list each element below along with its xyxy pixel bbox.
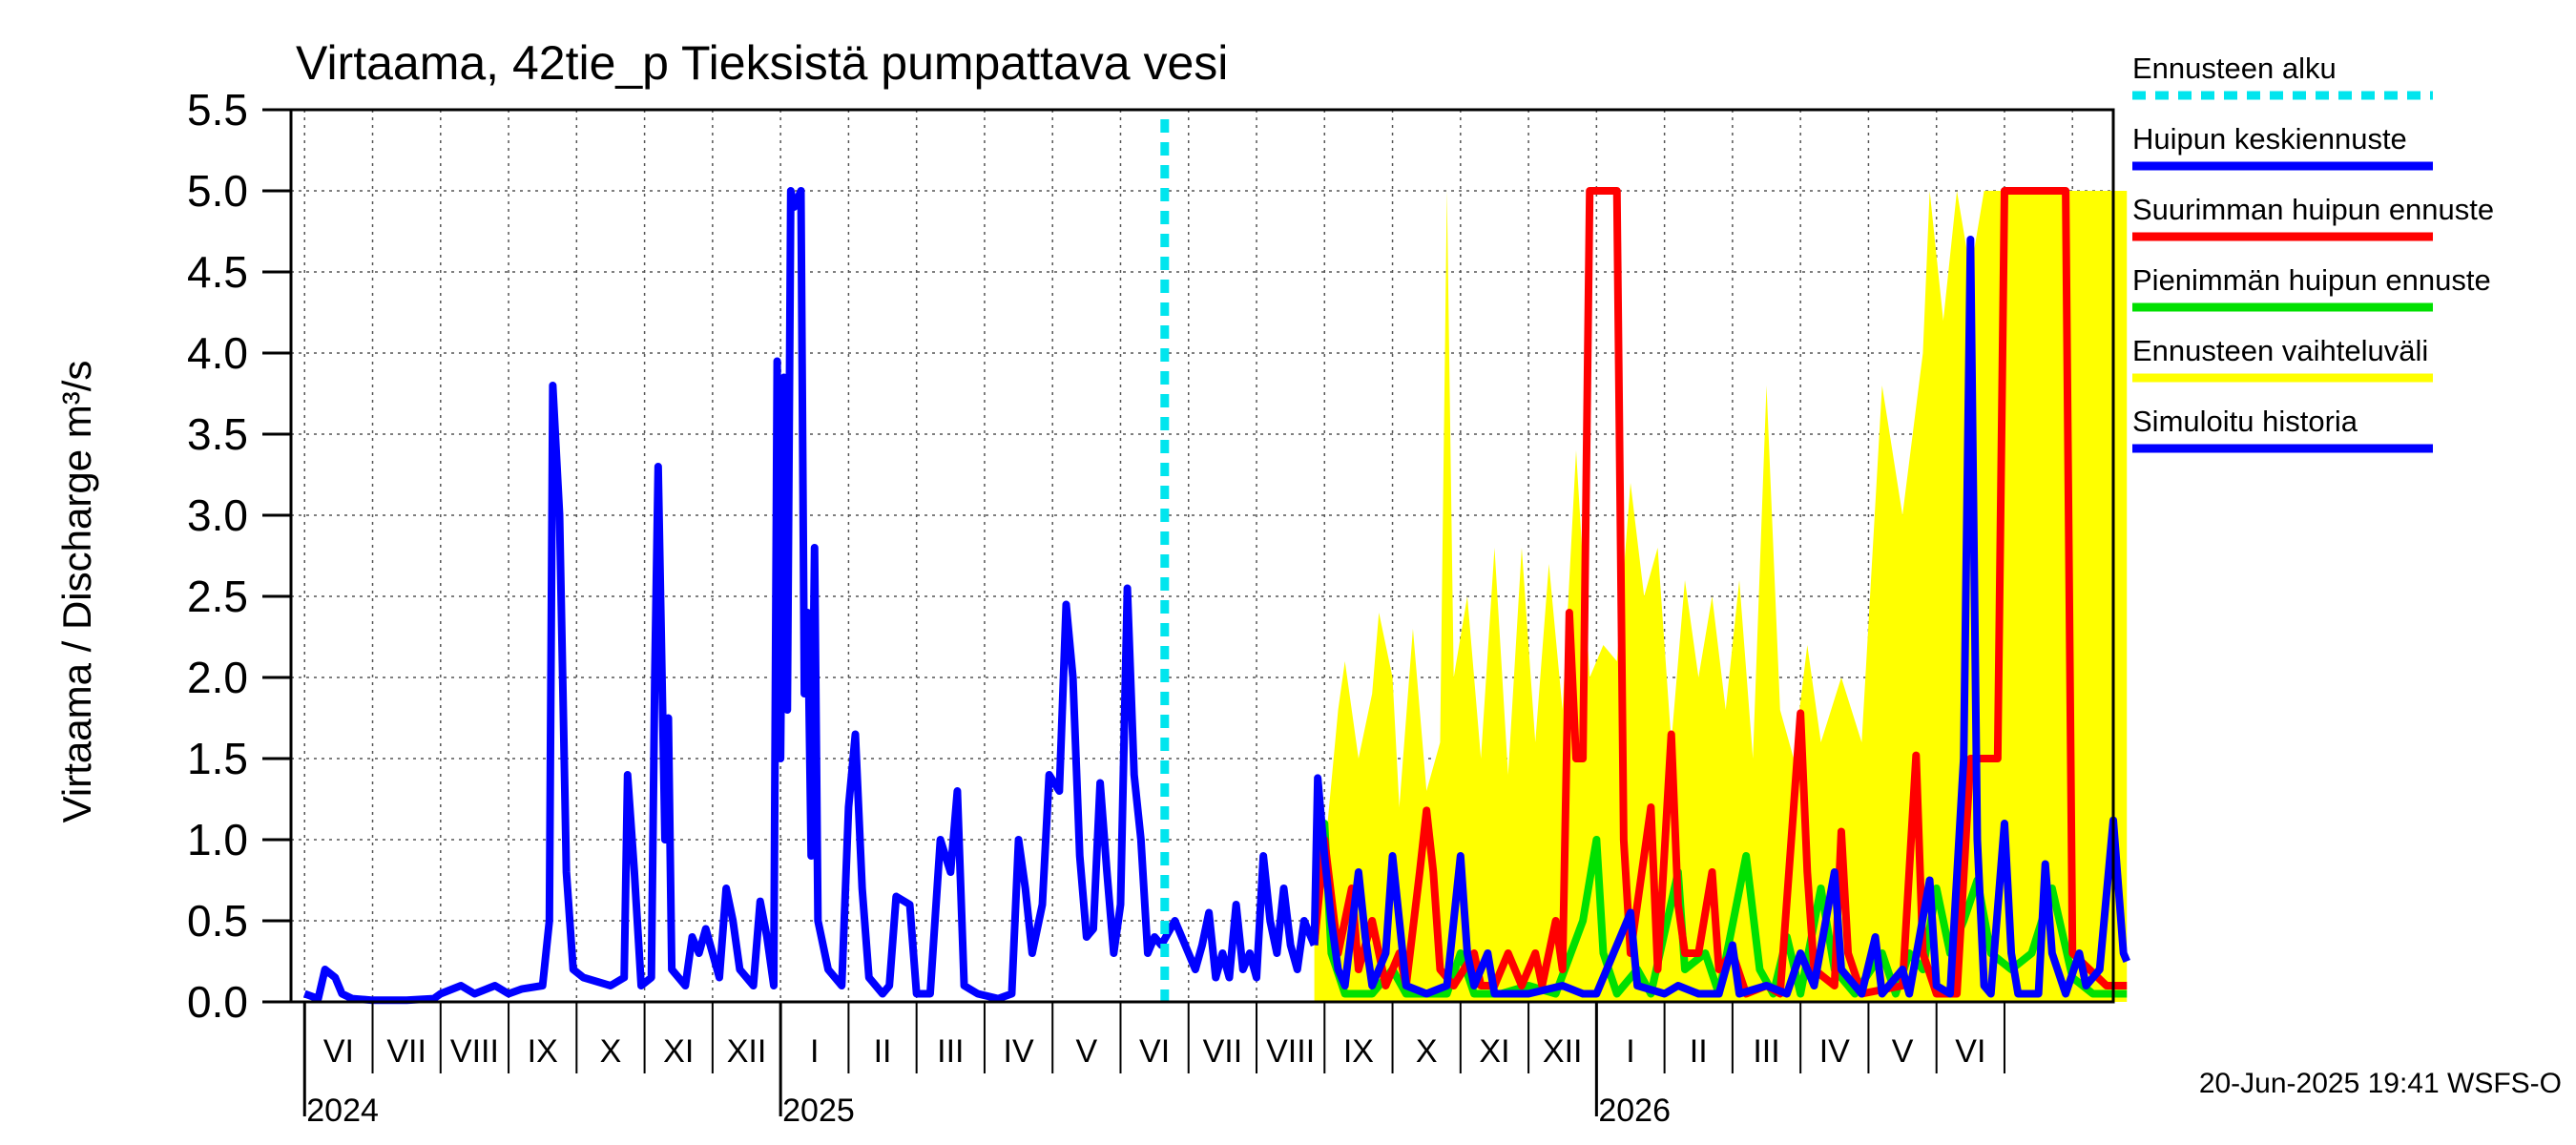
x-tick-label: VI bbox=[323, 1033, 354, 1070]
x-tick-label: I bbox=[810, 1033, 819, 1070]
x-tick-label: XI bbox=[1479, 1033, 1509, 1070]
series-mean-forecast-line bbox=[1310, 236, 2130, 998]
x-tick-label: IV bbox=[1004, 1033, 1034, 1070]
legend-label: Simuloitu historia bbox=[2132, 405, 2358, 438]
forecast-band bbox=[1314, 191, 2128, 1002]
x-tick-label: XII bbox=[727, 1033, 767, 1070]
plot-area: 0.00.51.01.52.02.53.03.54.04.55.05.5VI VI… bbox=[187, 85, 2130, 1129]
y-tick-label: 4.0 bbox=[187, 328, 248, 378]
footer-timestamp: 20-Jun-2025 19:41 WSFS-O bbox=[2199, 1068, 2562, 1099]
y-tick-label: 2.0 bbox=[187, 653, 248, 702]
y-tick-label: 5.0 bbox=[187, 166, 248, 216]
x-tick-label: I bbox=[1626, 1033, 1634, 1070]
y-tick-label: 0.5 bbox=[187, 896, 248, 946]
series-min-forecast-line bbox=[1310, 820, 2128, 998]
series-max-forecast-line bbox=[1310, 187, 2128, 998]
legend-label: Ennusteen alku bbox=[2132, 52, 2337, 85]
y-tick-label: 3.5 bbox=[187, 409, 248, 459]
x-tick-label: X bbox=[600, 1033, 622, 1070]
x-tick-label: III bbox=[937, 1033, 964, 1070]
x-tick-label: IX bbox=[528, 1033, 558, 1070]
x-tick-label: V bbox=[1892, 1033, 1914, 1070]
legend-label: Pienimmän huipun ennuste bbox=[2132, 263, 2491, 297]
x-tick-label: X bbox=[1416, 1033, 1438, 1070]
y-tick-label: 0.0 bbox=[187, 977, 248, 1027]
x-tick-label: XI bbox=[663, 1033, 694, 1070]
legend-label: Ennusteen vaihteluväli bbox=[2132, 334, 2428, 367]
y-tick-label: 2.5 bbox=[187, 572, 248, 621]
y-axis-label: Virtaama / Discharge m³/s bbox=[54, 361, 99, 823]
x-tick-label: VIII bbox=[1266, 1033, 1315, 1070]
x-tick-label: VIII bbox=[450, 1033, 499, 1070]
y-tick-label: 1.0 bbox=[187, 815, 248, 864]
x-tick-label: VII bbox=[386, 1033, 426, 1070]
y-tick-label: 5.5 bbox=[187, 85, 248, 135]
x-tick-label: II bbox=[874, 1033, 892, 1070]
x-tick-label: VII bbox=[1203, 1033, 1243, 1070]
x-tick-label: VI bbox=[1139, 1033, 1170, 1070]
legend-label: Suurimman huipun ennuste bbox=[2132, 193, 2494, 226]
legend-label: Huipun keskiennuste bbox=[2132, 122, 2407, 156]
y-tick-label: 3.0 bbox=[187, 490, 248, 540]
y-tick-label: 4.5 bbox=[187, 247, 248, 297]
chart-title: Virtaama, 42tie_p Tieksistä pumpattava v… bbox=[296, 36, 1228, 90]
y-tick-label: 1.5 bbox=[187, 734, 248, 783]
x-tick-label: III bbox=[1753, 1033, 1779, 1070]
year-label: 2024 bbox=[306, 1093, 379, 1129]
x-tick-label: VI bbox=[1955, 1033, 1985, 1070]
x-tick-label: II bbox=[1690, 1033, 1708, 1070]
x-tick-label: V bbox=[1075, 1033, 1097, 1070]
x-tick-label: XII bbox=[1543, 1033, 1583, 1070]
x-tick-label: IX bbox=[1343, 1033, 1374, 1070]
legend: Ennusteen alku Huipun keskiennuste Suurimm… bbox=[2132, 52, 2494, 453]
year-label: 2026 bbox=[1598, 1093, 1671, 1129]
year-label: 2025 bbox=[782, 1093, 855, 1129]
x-tick-label: IV bbox=[1819, 1033, 1850, 1070]
